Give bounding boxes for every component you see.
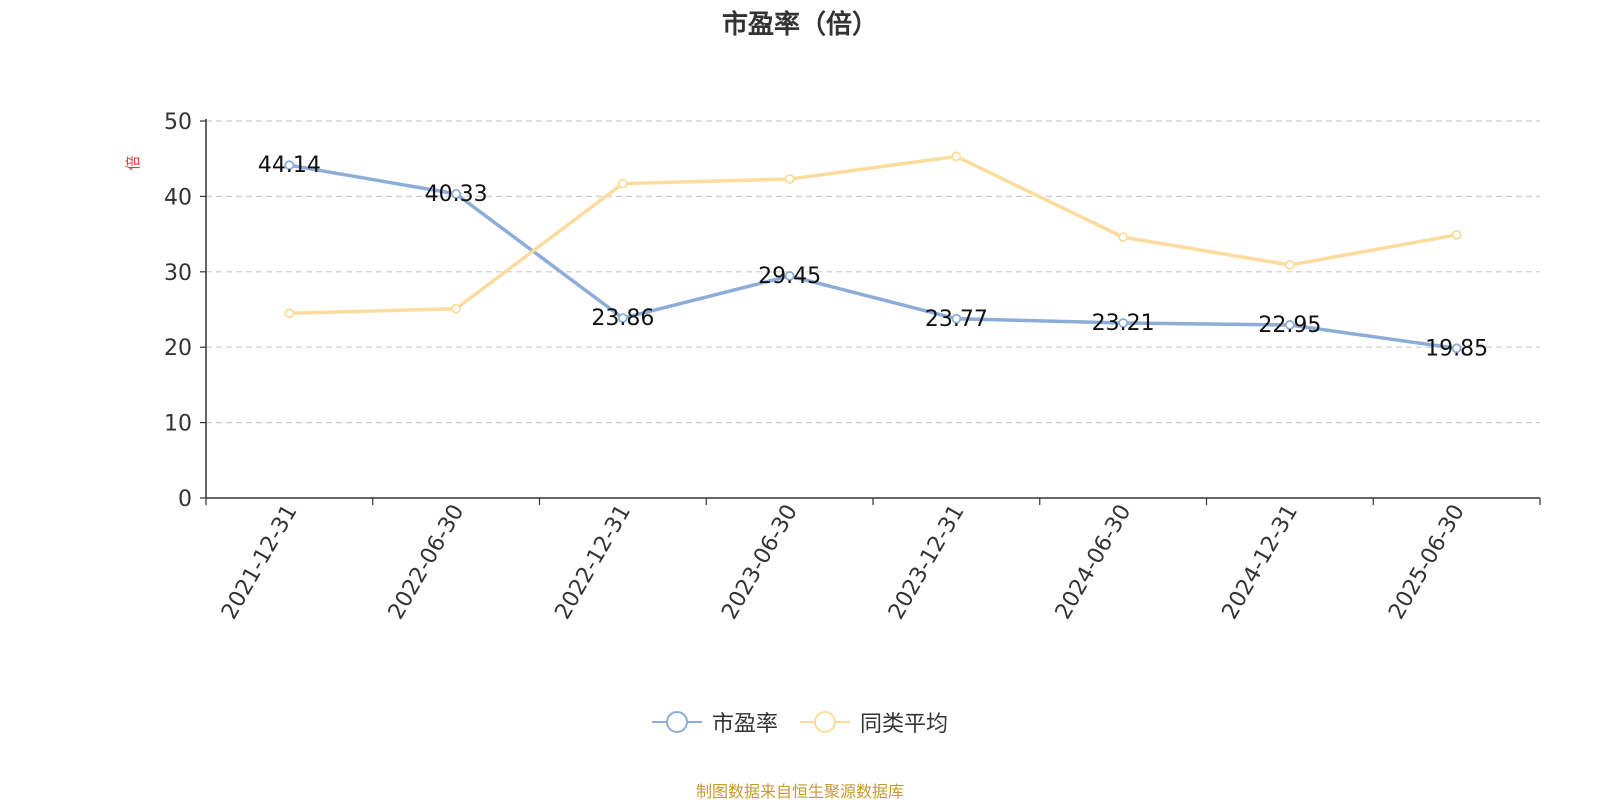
x-tick-label: 2021-12-31 [217,501,303,624]
y-tick-label: 20 [164,336,192,361]
x-tick-label: 2024-06-30 [1051,501,1137,624]
legend-item-1[interactable]: 同类平均 [800,706,948,738]
y-tick-label: 40 [164,185,192,210]
data-point-1-6 [1284,260,1295,270]
data-point-1-0 [284,308,295,319]
x-tick-label: 2024-12-31 [1217,501,1303,624]
series-line-1 [289,154,1457,316]
y-tick-label: 10 [164,412,192,437]
data-point-1-7 [1451,229,1462,240]
data-label: 22.95 [1258,313,1321,338]
y-axis-label: 倍 [124,155,142,170]
legend-label: 市盈率 [711,712,778,737]
x-tick-label: 2025-06-30 [1384,501,1470,624]
data-label: 23.77 [925,307,988,332]
chart-title: 市盈率（倍） [721,10,878,40]
data-point-1-2 [617,178,628,189]
data-label: 23.21 [1092,311,1155,336]
series-line-0 [289,163,1457,351]
x-tick-label: 2023-12-31 [884,501,970,624]
data-point-0-7 [1451,343,1462,354]
data-label: 40.33 [425,182,488,207]
y-tick-label: 50 [164,110,192,135]
data-label: 29.45 [758,264,821,289]
x-tick-label: 2023-06-30 [717,501,803,624]
data-point-1-3 [784,174,795,184]
data-point-1-4 [951,151,962,162]
data-label: 44.14 [258,153,321,178]
legend-marker-icon [800,711,850,733]
legend-item-0[interactable]: 市盈率 [651,706,778,738]
data-point-0-5 [1118,318,1129,328]
y-tick-label: 0 [178,487,192,512]
legend: 市盈率 同类平均 [0,706,1600,738]
data-point-0-3 [784,271,795,281]
x-tick-label: 2022-06-30 [384,501,470,624]
data-label: 19.85 [1425,336,1488,361]
legend-label: 同类平均 [860,712,949,737]
y-tick-label: 30 [164,261,192,286]
x-tick-label: 2022-12-31 [550,501,636,624]
data-point-1-5 [1118,232,1129,243]
data-point-0-6 [1284,320,1295,330]
data-point-0-1 [451,189,462,199]
data-point-1-1 [451,303,462,314]
data-label: 23.86 [591,306,654,331]
data-point-0-2 [617,313,628,323]
legend-marker-icon [651,711,702,733]
data-point-0-4 [951,313,962,324]
data-point-0-0 [284,160,295,171]
source-note: 制图数据来自恒生聚源数据库 [695,782,904,801]
